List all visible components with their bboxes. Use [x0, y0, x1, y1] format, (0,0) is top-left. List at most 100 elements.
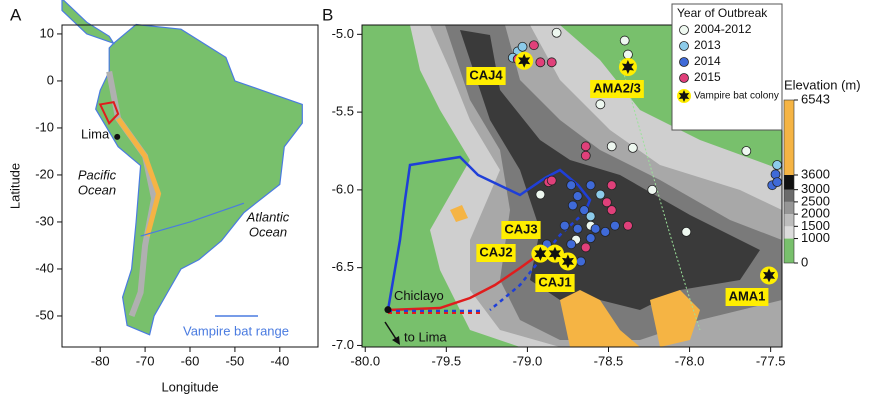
legend-label: 2015 [694, 70, 721, 84]
outbreak-point [580, 206, 589, 215]
site-label: AMA1 [729, 288, 766, 303]
outbreak-point [529, 41, 538, 50]
colorbar-tick-label: 3000 [801, 181, 830, 196]
legend-label: 2014 [694, 54, 721, 68]
outbreak-point [607, 142, 616, 151]
ocean-label: Atlantic [246, 209, 290, 224]
outbreak-point [547, 58, 556, 67]
panel-letter: A [10, 5, 22, 24]
outbreak-point [567, 181, 576, 190]
y-tick-label: -50 [35, 307, 54, 322]
x-tick-label: -78.5 [594, 353, 624, 368]
city-label: Chiclayo [394, 288, 444, 303]
colorbar-segment [784, 202, 794, 214]
outbreak-point [573, 192, 582, 201]
outbreak-point [623, 221, 632, 230]
site-label: CAJ4 [469, 67, 503, 82]
outbreak-point [623, 50, 632, 59]
legend-marker [680, 58, 689, 67]
legend-marker [680, 26, 689, 35]
city-label: Lima [81, 126, 110, 141]
outbreak-point [742, 147, 751, 156]
y-tick-label: -5.0 [332, 26, 354, 41]
x-tick-label: -79.5 [432, 353, 462, 368]
outbreak-point [576, 257, 585, 266]
legend-label: Vampire bat colony [694, 91, 779, 102]
outbreak-point [547, 176, 556, 185]
outbreak-point [581, 243, 590, 252]
outbreak-point [586, 181, 595, 190]
y-tick-label: -20 [35, 166, 54, 181]
outbreak-point [581, 151, 590, 160]
x-tick-label: -40 [270, 353, 289, 368]
colorbar-segment [784, 175, 794, 190]
x-tick-label: -79.0 [513, 353, 543, 368]
outbreak-point [596, 100, 605, 109]
outbreak-point [573, 224, 582, 233]
colorbar-segment [784, 214, 794, 226]
x-tick-label: -80.0 [350, 353, 380, 368]
y-tick-label: -6.0 [332, 181, 354, 196]
y-tick-label: -40 [35, 260, 54, 275]
figure: A B Longitude Latitude Chiclayo to Lima CA… [0, 0, 874, 405]
city-point [114, 134, 120, 140]
outbreak-point [620, 36, 629, 45]
site-label: CAJ2 [479, 244, 512, 259]
ocean-label: Pacific [78, 167, 117, 182]
y-tick-label: -6.5 [332, 259, 354, 274]
city-point [384, 306, 391, 313]
x-tick-label: -80 [91, 353, 110, 368]
outbreak-point [591, 224, 600, 233]
x-axis-title: Longitude [161, 379, 218, 394]
outbreak-point [648, 185, 657, 194]
colorbar-tick-label: 0 [801, 254, 808, 269]
y-tick-label: -10 [35, 119, 54, 134]
outbreak-point [568, 201, 577, 210]
outbreak-point [518, 42, 527, 51]
site-label: CAJ3 [504, 221, 537, 236]
outbreak-point [536, 190, 545, 199]
x-tick-label: -50 [226, 353, 245, 368]
outbreak-point [581, 142, 590, 151]
outbreak-point [602, 198, 611, 207]
x-tick-label: -60 [181, 353, 200, 368]
ocean-label: Ocean [78, 182, 116, 197]
colorbar-tick-label: 6543 [801, 91, 830, 106]
colorbar-segment [784, 190, 794, 202]
site-label: AMA2/3 [593, 80, 641, 95]
legend-marker [680, 74, 689, 83]
legend-label: Vampire bat range [183, 323, 289, 338]
outbreak-point [536, 58, 545, 67]
legend-label: 2004-2012 [694, 22, 752, 36]
outbreak-point [601, 227, 610, 236]
y-tick-label: -7.0 [332, 337, 354, 352]
panel-letter: B [322, 5, 333, 24]
outbreak-point [773, 178, 782, 187]
site-label: CAJ1 [538, 274, 571, 289]
arrow-label: to Lima [404, 329, 447, 344]
outbreak-point [607, 206, 616, 215]
colorbar-segment [784, 226, 794, 238]
outbreak-point [610, 221, 619, 230]
y-tick-label: 10 [40, 25, 54, 40]
y-tick-label: 0 [47, 72, 54, 87]
legend-label: 2013 [694, 38, 721, 52]
y-axis-title: Latitude [7, 163, 22, 209]
legend-title: Year of Outbreak [677, 6, 768, 20]
outbreak-point [773, 161, 782, 170]
outbreak-point [596, 190, 605, 199]
ocean-label: Ocean [249, 224, 287, 239]
colorbar-segment [784, 239, 794, 263]
legend-marker [680, 42, 689, 51]
colorbar-title: Elevation (m) [784, 77, 861, 92]
y-tick-label: -5.5 [332, 104, 354, 119]
outbreak-point [682, 227, 691, 236]
x-tick-label: -78.0 [675, 353, 705, 368]
y-tick-label: -30 [35, 213, 54, 228]
outbreak-point [567, 240, 576, 249]
x-tick-label: -70 [136, 353, 155, 368]
outbreak-point [552, 28, 561, 37]
outbreak-point [628, 143, 637, 152]
colorbar-segment [784, 100, 794, 175]
outbreak-point [607, 181, 616, 190]
